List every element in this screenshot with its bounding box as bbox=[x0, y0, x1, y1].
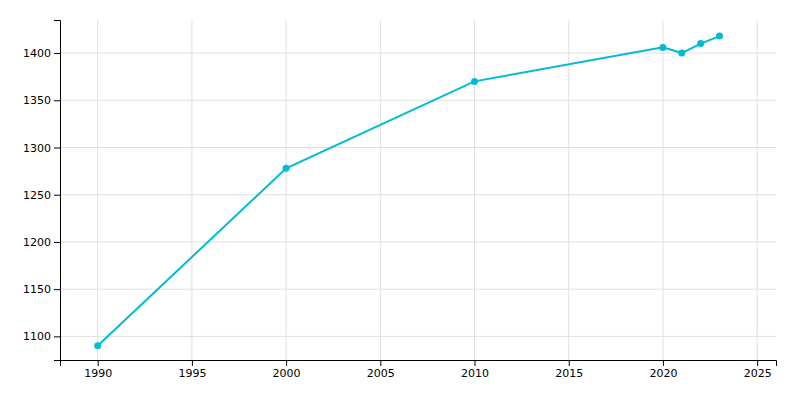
x-tick-mark bbox=[98, 360, 99, 366]
x-tick-label: 2025 bbox=[744, 367, 772, 380]
y-tick-label: 1350 bbox=[23, 94, 51, 107]
grid-line bbox=[60, 289, 776, 290]
x-tick-label: 2005 bbox=[367, 367, 395, 380]
x-tick-mark bbox=[475, 360, 476, 366]
x-tick-mark bbox=[757, 360, 758, 366]
x-tick: 2025 bbox=[744, 360, 772, 380]
y-tick-label: 1150 bbox=[23, 283, 51, 296]
y-tick: 1100 bbox=[23, 330, 60, 343]
x-tick-mark bbox=[286, 360, 287, 366]
x-tick: 2005 bbox=[367, 360, 395, 380]
point bbox=[697, 40, 704, 47]
y-tick: 1300 bbox=[23, 142, 60, 155]
x-axis: 1990 1995 2000 2005 2010 2015 2020 2025 bbox=[61, 360, 777, 380]
x-tick: 1995 bbox=[178, 360, 206, 380]
grid-line bbox=[60, 241, 776, 242]
y-tick-label: 1100 bbox=[23, 330, 51, 343]
point bbox=[283, 165, 290, 172]
grid-line bbox=[662, 20, 663, 360]
x-tick-mark bbox=[192, 360, 193, 366]
grid-line bbox=[474, 20, 475, 360]
grid-line bbox=[60, 336, 776, 337]
grid-line bbox=[60, 147, 776, 148]
chart-svg: 1990 1995 2000 2005 2010 2015 2020 2025 1100 1150… bbox=[0, 0, 800, 400]
x-tick-label: 2000 bbox=[273, 367, 301, 380]
chart-container: 1990 1995 2000 2005 2010 2015 2020 2025 1100 1150… bbox=[0, 0, 800, 400]
y-tick-mark bbox=[54, 336, 60, 337]
y-tick-label: 1300 bbox=[23, 142, 51, 155]
x-tick-mark bbox=[663, 360, 664, 366]
y-tick: 1150 bbox=[23, 283, 60, 296]
y-axis-line bbox=[54, 21, 61, 361]
y-tick: 1350 bbox=[23, 94, 60, 107]
x-tick-mark bbox=[569, 360, 570, 366]
y-tick: 1400 bbox=[23, 47, 60, 60]
grid-line bbox=[380, 20, 381, 360]
x-tick-label: 2015 bbox=[555, 367, 583, 380]
grid-line bbox=[286, 20, 287, 360]
x-tick-label: 1995 bbox=[178, 367, 206, 380]
data-marks bbox=[94, 33, 723, 350]
x-tick: 2020 bbox=[649, 360, 677, 380]
x-tick: 2000 bbox=[273, 360, 301, 380]
y-tick-mark bbox=[54, 195, 60, 196]
x-tick: 2010 bbox=[461, 360, 489, 380]
grid-line bbox=[568, 20, 569, 360]
grid-line bbox=[60, 53, 776, 54]
grid-line bbox=[757, 20, 758, 360]
grid-line bbox=[60, 194, 776, 195]
x-axis-line bbox=[61, 361, 777, 367]
point bbox=[659, 44, 666, 51]
point bbox=[94, 342, 101, 349]
y-tick: 1200 bbox=[23, 236, 60, 249]
y-tick-label: 1200 bbox=[23, 236, 51, 249]
x-tick: 1990 bbox=[84, 360, 112, 380]
point bbox=[678, 50, 685, 57]
grid-line bbox=[191, 20, 192, 360]
x-tick-label: 2010 bbox=[461, 367, 489, 380]
line bbox=[98, 36, 720, 346]
point bbox=[471, 78, 478, 85]
grid bbox=[60, 20, 776, 360]
plot: 1990 1995 2000 2005 2010 2015 2020 2025 1100 1150… bbox=[23, 20, 777, 380]
x-tick: 2015 bbox=[555, 360, 583, 380]
y-tick-mark bbox=[54, 289, 60, 290]
point bbox=[716, 33, 723, 40]
y-tick-mark bbox=[54, 242, 60, 243]
x-tick-label: 2020 bbox=[649, 367, 677, 380]
y-tick-mark bbox=[54, 148, 60, 149]
y-tick-mark bbox=[54, 100, 60, 101]
x-tick-mark bbox=[380, 360, 381, 366]
grid-line bbox=[97, 20, 98, 360]
y-tick: 1250 bbox=[23, 189, 60, 202]
x-tick-label: 1990 bbox=[84, 367, 112, 380]
y-tick-label: 1400 bbox=[23, 47, 51, 60]
y-tick-mark bbox=[54, 53, 60, 54]
y-axis: 1100 1150 1200 1250 1300 1350 1400 bbox=[23, 21, 61, 361]
grid-line bbox=[60, 100, 776, 101]
y-tick-label: 1250 bbox=[23, 189, 51, 202]
